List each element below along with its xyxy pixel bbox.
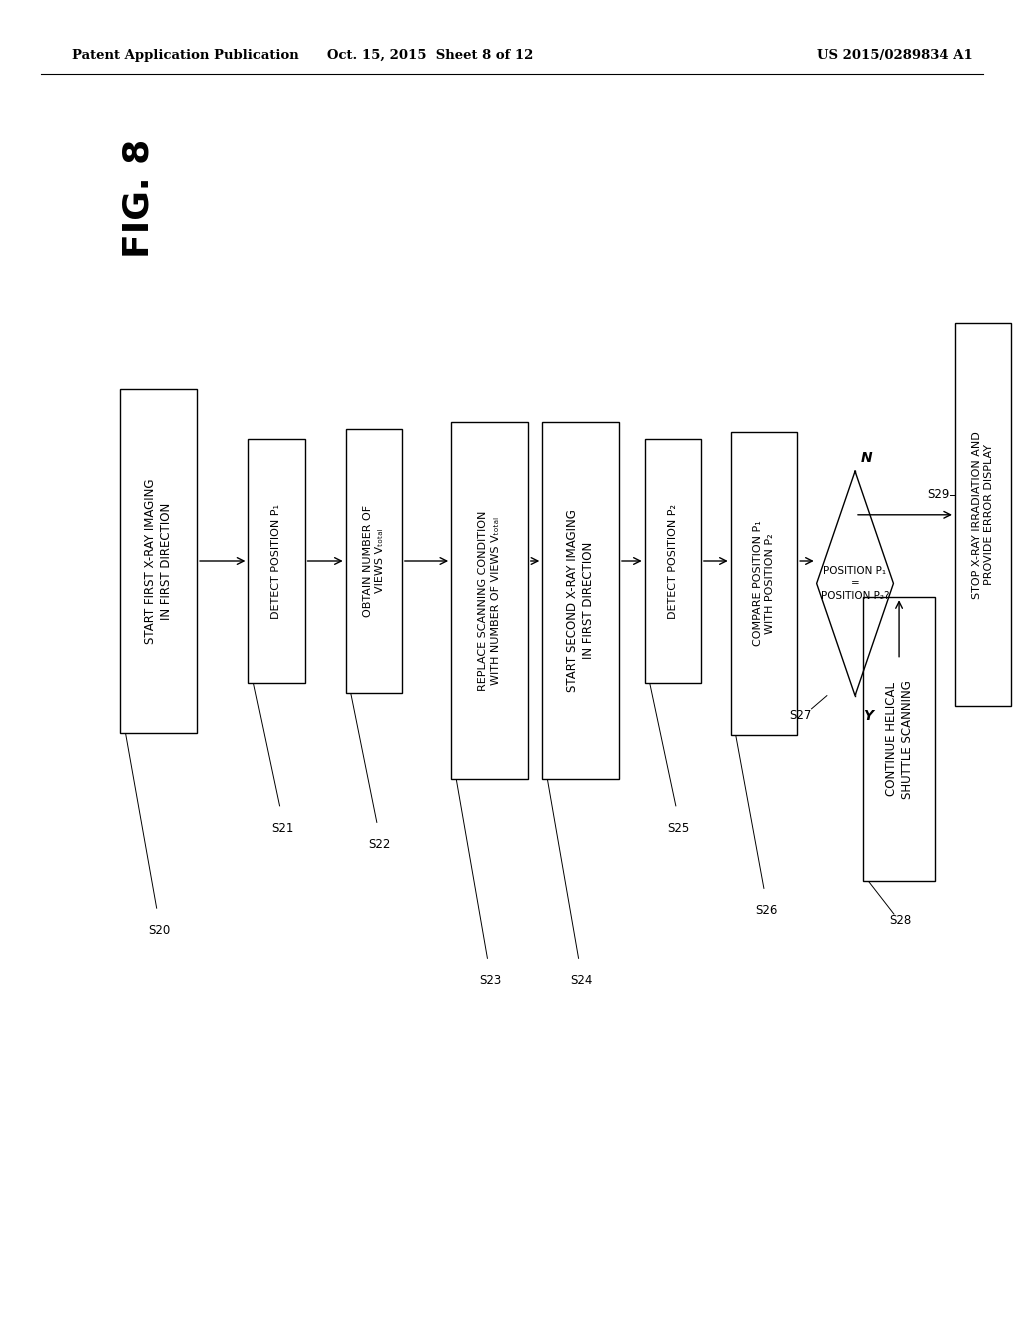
Bar [451, 422, 528, 779]
Bar [731, 432, 797, 735]
Text: Y: Y [863, 709, 873, 723]
Text: S20: S20 [148, 924, 171, 937]
Text: S28: S28 [889, 913, 911, 927]
Text: S26: S26 [756, 904, 778, 917]
Text: FIG. 8: FIG. 8 [121, 139, 156, 257]
Text: Patent Application Publication: Patent Application Publication [72, 49, 298, 62]
Text: COMPARE POSITION P₁
WITH POSITION P₂: COMPARE POSITION P₁ WITH POSITION P₂ [753, 520, 775, 647]
Text: Oct. 15, 2015  Sheet 8 of 12: Oct. 15, 2015 Sheet 8 of 12 [327, 49, 534, 62]
Bar [863, 597, 935, 882]
Bar [645, 438, 701, 684]
Text: STOP X-RAY IRRADIATION AND
PROVIDE ERROR DISPLAY: STOP X-RAY IRRADIATION AND PROVIDE ERROR… [972, 430, 994, 599]
Text: POSITION P₁
=
POSITION P₂?: POSITION P₁ = POSITION P₂? [821, 566, 889, 601]
Text: N: N [861, 450, 872, 465]
Text: S24: S24 [570, 974, 593, 987]
Text: START SECOND X-RAY IMAGING
IN FIRST DIRECTION: START SECOND X-RAY IMAGING IN FIRST DIRE… [566, 510, 595, 692]
Text: US 2015/0289834 A1: US 2015/0289834 A1 [817, 49, 973, 62]
Text: DETECT POSITION P₁: DETECT POSITION P₁ [271, 503, 282, 619]
Text: S25: S25 [668, 821, 690, 834]
Text: S23: S23 [479, 974, 502, 987]
Bar [954, 323, 1012, 706]
Text: S27: S27 [790, 709, 811, 722]
Text: START FIRST X-RAY IMAGING
IN FIRST DIRECTION: START FIRST X-RAY IMAGING IN FIRST DIREC… [144, 478, 173, 644]
Text: S29: S29 [928, 488, 950, 502]
Bar [121, 389, 197, 733]
Text: DETECT POSITION P₂: DETECT POSITION P₂ [668, 503, 678, 619]
Bar [543, 422, 618, 779]
Text: CONTINUE HELICAL
SHUTTLE SCANNING: CONTINUE HELICAL SHUTTLE SCANNING [885, 680, 913, 799]
Text: S21: S21 [271, 821, 294, 834]
Polygon shape [817, 471, 893, 696]
Bar [249, 438, 305, 684]
Bar [345, 429, 401, 693]
Text: REPLACE SCANNING CONDITION
WITH NUMBER OF VIEWS Vₜₒₜₐₗ: REPLACE SCANNING CONDITION WITH NUMBER O… [478, 511, 501, 690]
Text: OBTAIN NUMBER OF
VIEWS Vₜₒₜₐₗ: OBTAIN NUMBER OF VIEWS Vₜₒₜₐₗ [362, 506, 385, 616]
Text: S22: S22 [369, 838, 391, 851]
